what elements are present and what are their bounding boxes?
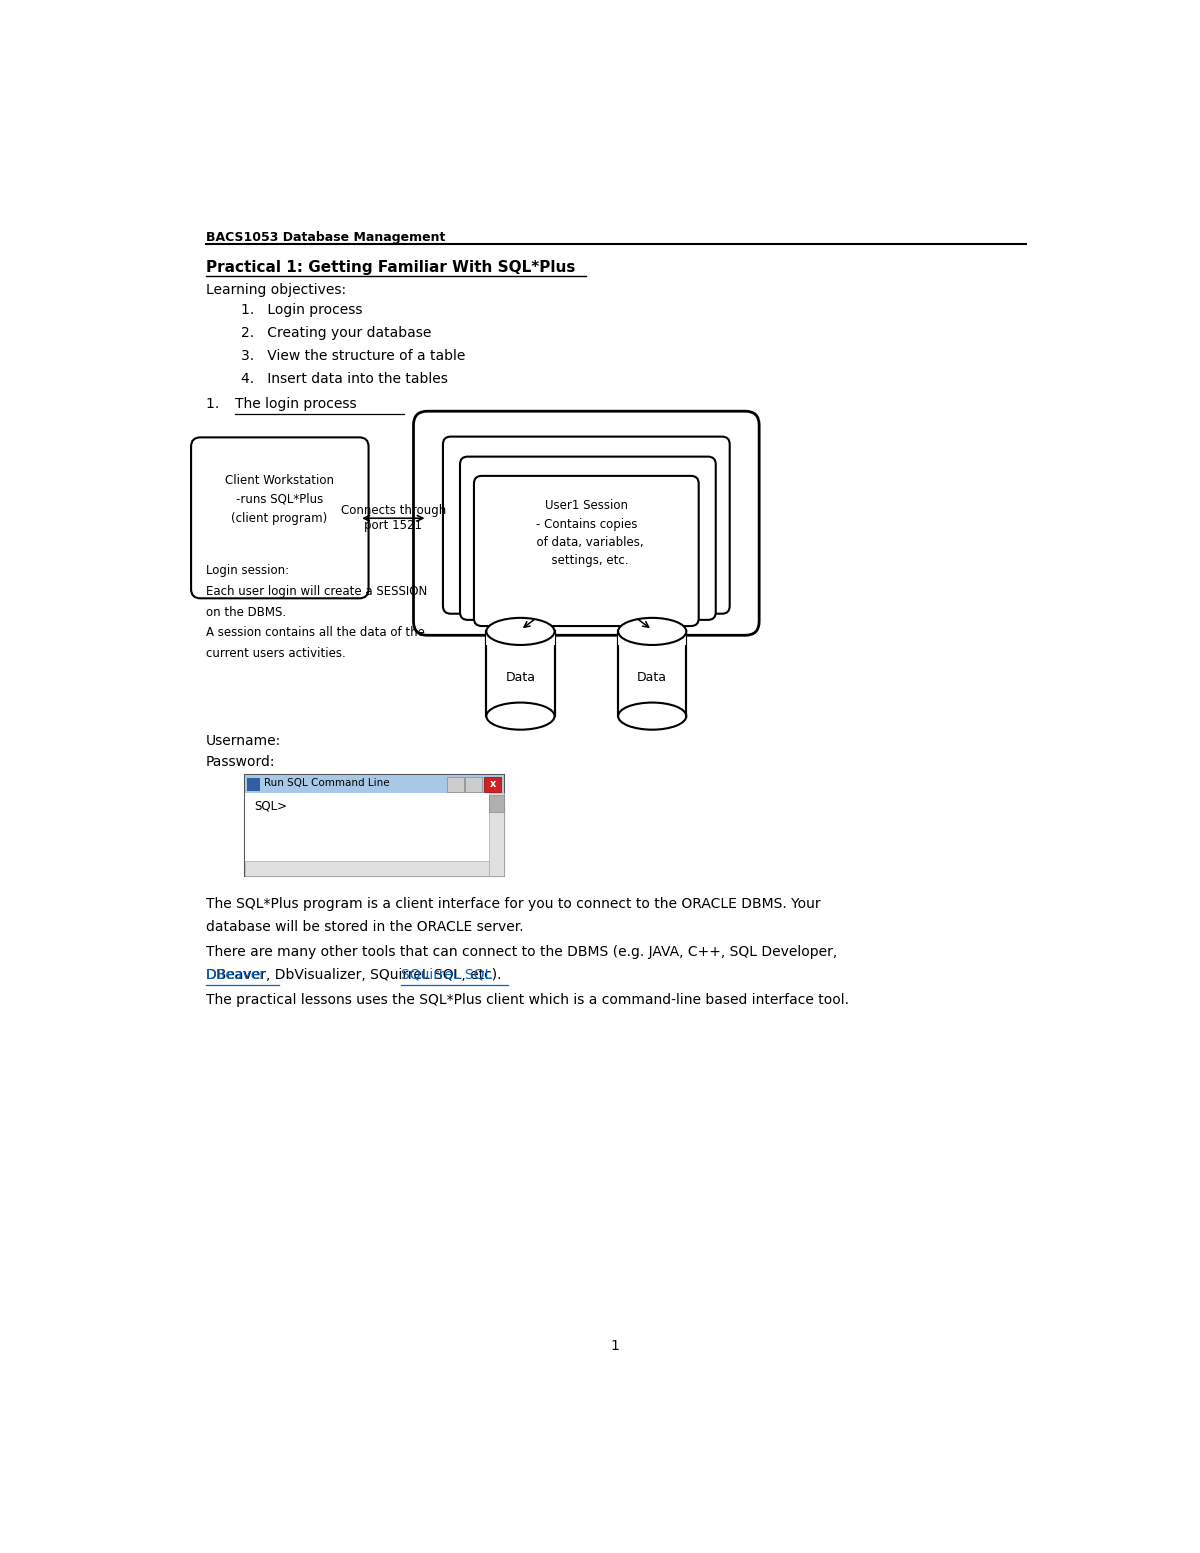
Bar [484, 776, 502, 792]
Text: on the DBMS.: on the DBMS. [206, 606, 286, 618]
Text: ORACLE DBMS: ORACLE DBMS [541, 436, 632, 450]
Text: -runs SQL*Plus: -runs SQL*Plus [235, 492, 323, 506]
Bar [486, 631, 554, 644]
Text: Connects through
port 1521: Connects through port 1521 [341, 505, 446, 533]
Text: SQL>: SQL> [254, 800, 287, 812]
Text: 3.   View the structure of a table: 3. View the structure of a table [241, 349, 466, 363]
FancyBboxPatch shape [474, 475, 698, 626]
Text: SQuirreL SQL: SQuirreL SQL [401, 968, 492, 981]
Text: DBeaver: DBeaver [206, 968, 266, 981]
Ellipse shape [618, 618, 686, 644]
Text: Login session:: Login session: [206, 564, 289, 578]
FancyBboxPatch shape [460, 457, 715, 620]
Bar [618, 631, 686, 644]
Text: Username:: Username: [206, 735, 281, 749]
Bar [245, 794, 504, 876]
Text: User3 Session: User3 Session [545, 458, 628, 471]
Text: 2.   Creating your database: 2. Creating your database [241, 326, 432, 340]
Bar [245, 775, 504, 876]
Text: current users activities.: current users activities. [206, 648, 346, 660]
Text: (client program): (client program) [232, 512, 328, 525]
Text: of data, variables,: of data, variables, [529, 536, 643, 548]
Text: Learning objectives:: Learning objectives: [206, 283, 346, 297]
Bar [446, 776, 464, 792]
Bar [466, 776, 482, 792]
Text: Each user login will create a SESSION: Each user login will create a SESSION [206, 585, 427, 598]
Bar [245, 860, 490, 876]
Ellipse shape [486, 618, 554, 644]
Bar [247, 778, 260, 790]
Text: The practical lessons uses the SQL*Plus client which is a command-line based int: The practical lessons uses the SQL*Plus … [206, 992, 848, 1006]
Text: There are many other tools that can connect to the DBMS (e.g. JAVA, C++, SQL Dev: There are many other tools that can conn… [206, 944, 838, 958]
Text: settings, etc.: settings, etc. [544, 554, 629, 567]
Text: 1.   Login process: 1. Login process [241, 303, 362, 317]
Text: database will be stored in the ORACLE server.: database will be stored in the ORACLE se… [206, 921, 523, 935]
Text: 1: 1 [611, 1339, 619, 1353]
Bar [490, 794, 504, 876]
Text: Client Workstation: Client Workstation [224, 474, 334, 486]
FancyBboxPatch shape [443, 436, 730, 613]
Text: User1 Session: User1 Session [545, 499, 628, 512]
Text: A session contains all the data of the: A session contains all the data of the [206, 626, 425, 640]
Bar [245, 775, 504, 794]
Text: BACS1053 Database Management: BACS1053 Database Management [206, 231, 445, 244]
Text: Run SQL Command Line: Run SQL Command Line [264, 778, 390, 787]
Bar [618, 632, 686, 716]
Text: User2 Session: User2 Session [545, 478, 628, 492]
Text: x: x [490, 780, 496, 789]
Text: Data: Data [505, 671, 535, 685]
Ellipse shape [486, 702, 554, 730]
Bar [490, 795, 504, 812]
Text: 1.: 1. [206, 396, 232, 410]
Text: Password:: Password: [206, 755, 275, 769]
FancyBboxPatch shape [414, 412, 760, 635]
Bar [486, 632, 554, 716]
Text: 4.   Insert data into the tables: 4. Insert data into the tables [241, 371, 449, 387]
Text: The login process: The login process [235, 396, 356, 410]
Text: The SQL*Plus program is a client interface for you to connect to the ORACLE DBMS: The SQL*Plus program is a client interfa… [206, 898, 821, 912]
Text: DBeaver, DbVisualizer, SQuirreL SQL, etc).: DBeaver, DbVisualizer, SQuirreL SQL, etc… [206, 968, 502, 981]
FancyBboxPatch shape [191, 438, 368, 598]
Text: Data: Data [637, 671, 667, 685]
Ellipse shape [618, 702, 686, 730]
Text: Practical 1: Getting Familiar With SQL*Plus: Practical 1: Getting Familiar With SQL*P… [206, 259, 575, 275]
Text: - Contains copies: - Contains copies [535, 519, 637, 531]
